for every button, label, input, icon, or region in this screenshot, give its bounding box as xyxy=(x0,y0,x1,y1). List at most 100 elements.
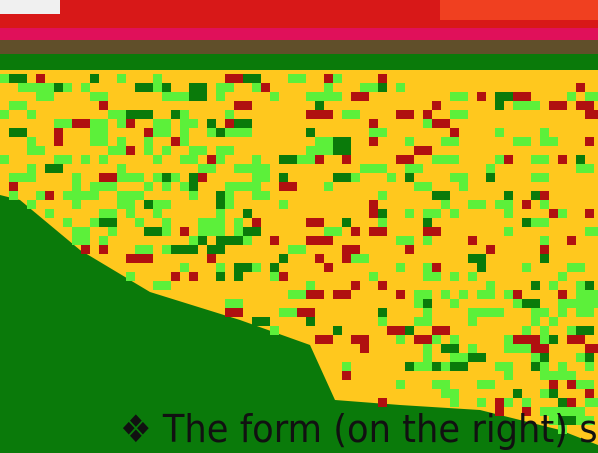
raster-cell xyxy=(243,182,261,191)
raster-cell xyxy=(351,92,369,101)
raster-cell xyxy=(432,380,441,389)
raster-cell xyxy=(549,389,558,398)
raster-cell xyxy=(54,137,63,146)
raster-cell xyxy=(153,200,171,209)
raster-cell xyxy=(576,83,585,92)
raster-cell xyxy=(576,326,594,335)
raster-cell xyxy=(225,299,243,308)
raster-cell xyxy=(153,155,162,164)
raster-cell xyxy=(135,110,153,119)
raster-cell xyxy=(567,326,576,335)
raster-cell xyxy=(351,335,369,344)
raster-cell xyxy=(378,209,387,218)
raster-cell xyxy=(576,407,585,416)
raster-cell xyxy=(558,425,567,434)
raster-cell xyxy=(378,398,387,407)
raster-cell xyxy=(315,335,333,344)
raster-cell xyxy=(63,119,72,128)
raster-cell xyxy=(180,155,189,164)
raster-cell xyxy=(342,254,351,263)
raster-cell xyxy=(180,137,189,146)
raster-cell xyxy=(540,128,549,137)
raster-cell xyxy=(324,137,333,146)
raster-cell xyxy=(9,128,27,137)
raster-cell xyxy=(225,128,243,137)
raster-cell xyxy=(225,83,234,92)
raster-cell xyxy=(351,281,360,290)
raster-cell xyxy=(99,218,117,227)
raster-cell xyxy=(504,209,513,218)
raster-cell xyxy=(522,407,531,416)
raster-cell xyxy=(189,272,198,281)
raster-cell xyxy=(441,389,459,398)
raster-cell xyxy=(378,83,387,92)
header-band xyxy=(0,0,60,14)
raster-cell xyxy=(432,155,441,164)
raster-cell xyxy=(549,317,558,326)
raster-cell xyxy=(27,146,36,155)
raster-cell xyxy=(279,173,288,182)
raster-cell xyxy=(396,380,405,389)
raster-cell xyxy=(0,110,9,119)
header-band xyxy=(0,40,598,54)
raster-cell xyxy=(450,128,459,137)
raster-cell xyxy=(540,254,549,263)
raster-cell xyxy=(153,119,162,128)
raster-cell xyxy=(144,128,153,137)
raster-cell xyxy=(297,155,315,164)
raster-cell xyxy=(117,137,126,146)
raster-cell xyxy=(153,83,162,92)
raster-cell xyxy=(513,137,531,146)
raster-cell xyxy=(432,101,441,110)
raster-cell xyxy=(207,164,216,173)
raster-cell xyxy=(504,335,513,344)
raster-cell xyxy=(234,182,243,191)
raster-cell xyxy=(45,209,54,218)
raster-cell xyxy=(423,362,432,371)
raster-cell xyxy=(117,74,126,83)
raster-cell xyxy=(306,218,324,227)
raster-cell xyxy=(369,119,378,128)
raster-cell xyxy=(369,137,378,146)
raster-cell xyxy=(432,335,441,344)
raster-cell xyxy=(54,128,63,137)
raster-cell xyxy=(468,236,477,245)
raster-cell xyxy=(423,182,432,191)
raster-cell xyxy=(72,119,90,128)
raster-cell xyxy=(423,236,432,245)
raster-cell xyxy=(63,83,72,92)
raster-cell xyxy=(27,200,36,209)
raster-cell xyxy=(189,191,198,200)
raster-cell xyxy=(522,218,531,227)
raster-cell xyxy=(108,110,126,119)
raster-cell xyxy=(162,245,171,254)
raster-cell xyxy=(126,119,135,128)
raster-cell xyxy=(378,281,387,290)
raster-cell xyxy=(99,209,108,218)
raster-cell xyxy=(531,317,540,326)
raster-cell xyxy=(486,164,495,173)
raster-cell xyxy=(450,272,459,281)
header-band xyxy=(440,0,598,20)
raster-cell xyxy=(378,218,387,227)
raster-cell xyxy=(585,362,594,371)
raster-cell xyxy=(90,191,99,200)
raster-cell xyxy=(405,137,414,146)
raster-cell xyxy=(522,263,531,272)
raster-cell xyxy=(198,83,207,92)
raster-cell xyxy=(234,164,243,173)
raster-cell xyxy=(423,308,432,317)
raster-cell xyxy=(351,227,360,236)
raster-cell xyxy=(333,173,351,182)
raster-cell xyxy=(531,191,540,200)
raster-cell xyxy=(180,119,198,128)
raster-cell xyxy=(18,83,27,92)
raster-cell xyxy=(423,353,432,362)
raster-cell xyxy=(162,281,171,290)
raster-cell xyxy=(333,146,351,155)
raster-cell xyxy=(549,209,558,218)
raster-cell xyxy=(423,218,432,227)
raster-cell xyxy=(225,119,234,128)
raster-cell xyxy=(54,83,63,92)
raster-cell xyxy=(360,83,378,92)
